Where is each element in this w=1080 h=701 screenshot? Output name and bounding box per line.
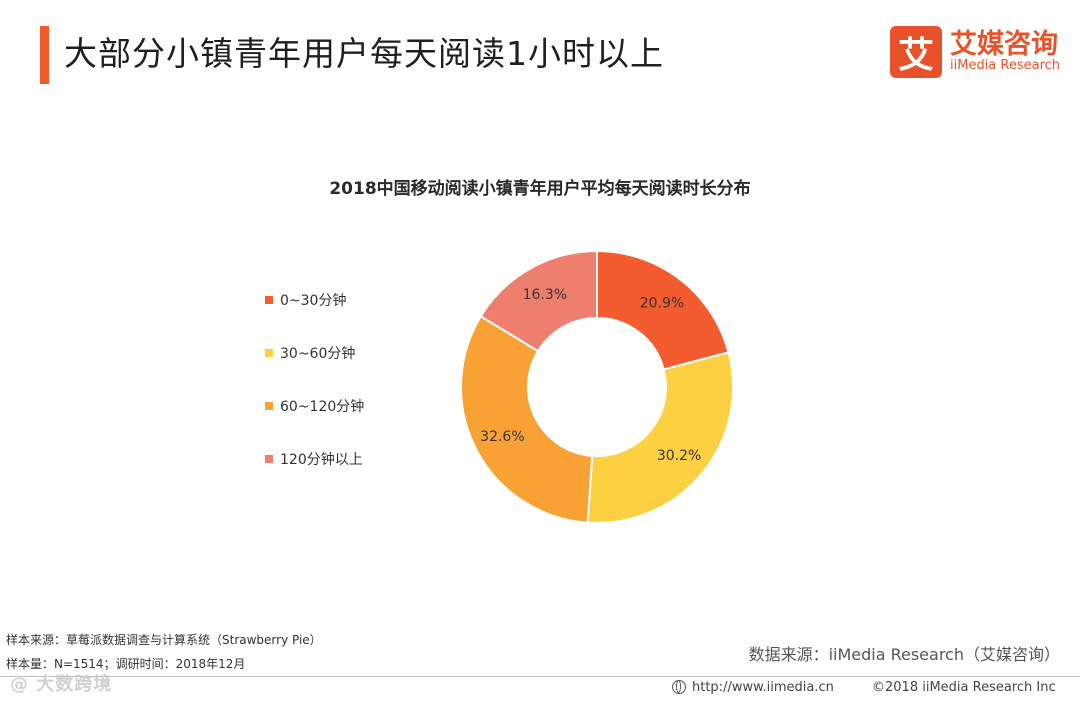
legend-item: 0~30分钟	[265, 290, 364, 310]
chart-legend: 0~30分钟 30~60分钟 60~120分钟 120分钟以上	[265, 290, 364, 502]
sample-source-note: 样本来源：草莓派数据调查与计算系统（Strawberry Pie）	[6, 633, 322, 647]
iimedia-logo: 艾 艾媒咨询 iiMedia Research	[890, 22, 1070, 82]
footer-divider	[0, 676, 1080, 677]
chart-title: 2018中国移动阅读小镇青年用户平均每天阅读时长分布	[329, 179, 751, 199]
watermark: @ 大数跨境	[10, 674, 113, 695]
legend-label: 60~120分钟	[280, 399, 365, 415]
legend-swatch	[265, 349, 273, 357]
slice-value-label: 16.3%	[523, 287, 567, 303]
legend-item: 120分钟以上	[265, 449, 364, 469]
title-accent-bar	[40, 26, 49, 84]
logo-name-cn: 艾媒咨询	[950, 29, 1058, 60]
logo-mark: 艾	[890, 26, 942, 78]
donut-slice	[479, 249, 598, 353]
sample-size-note: 样本量：N=1514；调研时间：2018年12月	[6, 657, 246, 671]
donut-slice	[460, 314, 594, 524]
page-title: 大部分小镇青年用户每天阅读1小时以上	[64, 34, 664, 73]
legend-label: 0~30分钟	[280, 293, 347, 309]
data-source-note: 数据来源：iiMedia Research（艾媒咨询）	[748, 645, 1060, 664]
footer-url-text: http://www.iimedia.cn	[692, 680, 834, 695]
donut-slice	[596, 249, 730, 371]
slice-value-label: 30.2%	[657, 448, 701, 464]
footer-url[interactable]: http://www.iimedia.cn	[672, 680, 834, 695]
logo-name-en: iiMedia Research	[950, 58, 1061, 73]
legend-item: 60~120分钟	[265, 396, 364, 416]
legend-item: 30~60分钟	[265, 343, 364, 363]
legend-label: 30~60分钟	[280, 346, 356, 362]
legend-swatch	[265, 455, 273, 463]
legend-swatch	[265, 402, 273, 410]
footer-copyright: ©2018 iiMedia Research Inc	[872, 680, 1056, 695]
globe-icon	[672, 680, 686, 694]
legend-label: 120分钟以上	[280, 452, 363, 468]
legend-swatch	[265, 296, 273, 304]
slice-value-label: 20.9%	[640, 296, 684, 312]
slice-value-label: 32.6%	[480, 429, 524, 445]
donut-slice	[586, 351, 734, 524]
